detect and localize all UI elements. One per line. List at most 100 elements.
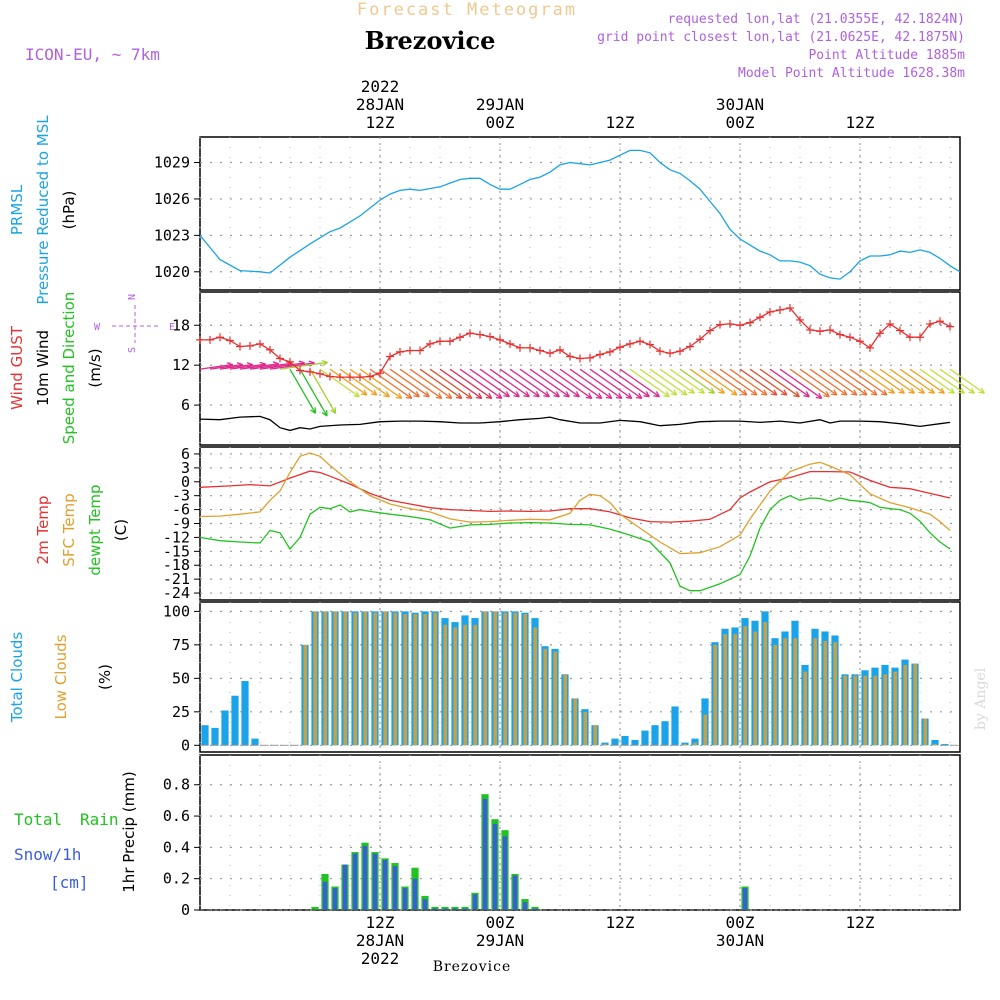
snow-bar <box>342 864 348 910</box>
low-cloud-bar <box>913 663 918 746</box>
low-cloud-bar <box>753 631 758 746</box>
gust-marker <box>816 327 824 336</box>
wind-arrow <box>379 368 420 398</box>
low-cloud-bar <box>793 638 798 746</box>
precip-cm-label: [cm] <box>50 873 89 892</box>
gust-marker <box>876 329 884 338</box>
wind-arrow-head <box>226 362 233 366</box>
wind-arrow-head <box>938 391 945 394</box>
temperature-ytick-label: -3 <box>172 487 190 505</box>
bottom-time-label: 29JAN <box>476 931 524 950</box>
precip-ytick-label: 0.6 <box>163 807 190 825</box>
gust-marker <box>466 329 474 338</box>
gust-marker <box>706 326 714 335</box>
gust-marker <box>226 336 234 345</box>
temperature-ytick-label: -18 <box>163 556 190 574</box>
low-cloud-bar <box>423 614 428 746</box>
wind-arrow-head <box>840 393 847 396</box>
wind-arrow <box>449 368 493 399</box>
gust-marker <box>776 305 784 314</box>
gust-marker <box>476 330 484 339</box>
wind-arrow-head <box>498 392 503 399</box>
low-cloud-bar <box>523 614 528 746</box>
gust-marker <box>946 322 954 331</box>
temperature-ytick-label: -9 <box>172 515 190 533</box>
wind-arrow-head <box>563 395 570 398</box>
wind-arrow <box>769 368 810 398</box>
wind-arrow <box>199 363 233 370</box>
gridpoint-coords: grid point closest lon,lat (21.0625E, 42… <box>597 30 965 45</box>
clouds-panel: 0 25 50 75 100 <box>163 601 961 754</box>
low-cloud-bar <box>683 743 688 746</box>
wind-arrow-head <box>710 387 715 394</box>
low-cloud-bar <box>353 612 358 746</box>
pressure-frame <box>199 136 961 291</box>
compass-east: E <box>169 322 175 333</box>
top-time-label: 30JAN <box>716 95 764 114</box>
cloud-axis-label: Low Clouds <box>52 634 70 719</box>
snow-bar <box>432 908 438 910</box>
wind-arrow <box>239 363 279 370</box>
total-precip-bar <box>311 906 319 910</box>
precip-axis-label: 1hr Precip (mm) <box>120 771 138 892</box>
wind-arrow-head <box>643 395 650 398</box>
low-cloud-bar <box>923 718 928 746</box>
gust-marker <box>646 340 654 349</box>
low-cloud-bar <box>733 634 738 746</box>
wind-arrow-head <box>385 391 390 398</box>
total-cloud-bar <box>201 725 209 746</box>
wind-arrow-head <box>535 391 540 398</box>
top-time-label: 28JAN <box>356 95 404 114</box>
wind-arrow <box>399 368 443 399</box>
wind-arrow-head <box>698 391 705 394</box>
gust-marker <box>896 326 904 335</box>
wind-arrow <box>479 368 520 398</box>
wind-arrow-head <box>853 389 858 396</box>
snow-bar <box>742 888 748 910</box>
wind-arrow <box>299 368 328 417</box>
top-time-label: 12Z <box>606 113 635 132</box>
total-cloud-bar <box>671 706 679 746</box>
pressure-ytick-label: 1026 <box>154 190 190 208</box>
wind-arrow-head <box>700 387 705 394</box>
gust-marker <box>206 335 214 344</box>
wind-arrow-head <box>545 391 550 398</box>
wind-series-10m-wind <box>199 415 951 432</box>
wind-arrow <box>609 368 650 398</box>
clouds-ytick-label: 100 <box>163 602 190 620</box>
low-cloud-bar <box>813 638 818 746</box>
wind-arrow-head <box>598 392 603 399</box>
total-cloud-bar <box>241 681 249 746</box>
wind-arrow <box>319 368 360 398</box>
low-cloud-bar <box>343 611 348 746</box>
wind-arrow-head <box>870 393 877 396</box>
wind-arrow <box>549 368 593 399</box>
wind-arrow-head <box>750 393 757 396</box>
total-cloud-bar <box>621 735 629 746</box>
snow-bar <box>482 798 488 910</box>
low-cloud-bar <box>373 612 378 746</box>
snow-bar <box>502 836 508 910</box>
top-time-label: 29JAN <box>476 95 524 114</box>
gust-marker <box>246 341 254 350</box>
snow-bar <box>412 878 418 910</box>
low-cloud-bar <box>583 711 588 746</box>
wind-arrow-head <box>608 392 613 399</box>
wind-arrow <box>499 368 540 398</box>
gust-marker <box>846 333 854 342</box>
low-cloud-bar <box>763 622 768 746</box>
snow-bar <box>402 888 408 910</box>
requested-coords: requested lon,lat (21.0355E, 42.1824N) <box>668 12 965 27</box>
precip-ytick-label: 0.4 <box>163 838 190 856</box>
temperature-axis-label: 2m Temp <box>34 496 52 565</box>
snow-bar <box>512 875 518 910</box>
wind-arrow-head <box>445 396 452 400</box>
wind-arrow-head <box>708 391 715 394</box>
gust-marker <box>566 352 574 361</box>
gust-marker <box>686 342 694 351</box>
wind-arrow-head <box>246 362 253 366</box>
wind-arrow <box>689 368 725 394</box>
top-time-label: 2022 <box>361 77 400 96</box>
total-cloud-bar <box>661 721 669 746</box>
gust-marker <box>406 346 414 355</box>
